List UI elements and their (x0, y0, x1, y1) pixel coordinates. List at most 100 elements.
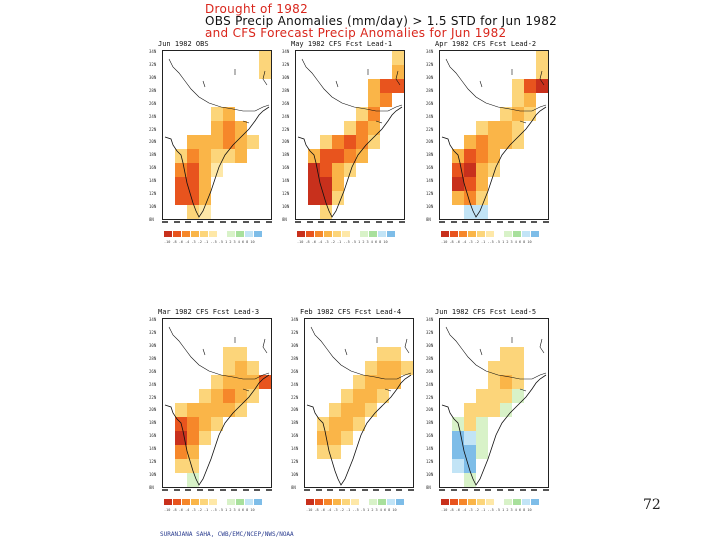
colorbar-swatch (342, 231, 350, 237)
anomaly-cell (476, 389, 488, 403)
lat-tick-label: 16N (291, 433, 299, 439)
colorbar-swatch (218, 231, 226, 237)
lon-tick-mark (306, 221, 313, 223)
lat-tick-label: 24N (426, 113, 434, 119)
anomaly-cell (452, 445, 464, 459)
anomaly-cell (341, 389, 353, 403)
lat-tick-label: 24N (282, 113, 290, 119)
colorbar-swatch (306, 499, 314, 505)
colorbar-swatch (513, 231, 521, 237)
colorbar-swatch (200, 499, 208, 505)
coastline (164, 374, 270, 486)
lat-tick-label: 12N (149, 459, 157, 465)
lon-tick-mark (531, 221, 537, 223)
lon-tick-mark (162, 489, 168, 491)
anomaly-cell (488, 389, 500, 403)
lat-tick-label: 18N (426, 152, 434, 158)
lat-tick-label: 8N (291, 485, 296, 490)
anomaly-cell (512, 79, 524, 93)
colorbar-swatch (209, 499, 217, 505)
lon-tick-mark (173, 221, 180, 223)
anomaly-cell (235, 375, 247, 389)
lon-tick-mark (219, 489, 226, 491)
lon-tick-mark (508, 221, 514, 223)
anomaly-cell (175, 445, 187, 459)
colorbar-swatch (191, 499, 199, 505)
anomaly-cell (199, 177, 211, 191)
lon-tick-mark (295, 221, 301, 223)
coastline (441, 106, 547, 218)
panel-title: Mar 1982 CFS Fcst Lead-3 (158, 308, 260, 316)
panel-title: Jun 1982 CFS Fcst Lead-5 (435, 308, 537, 316)
anomaly-cell (235, 403, 247, 417)
anomaly-cell (211, 121, 223, 135)
anomaly-cell (329, 431, 341, 445)
lon-tick-mark (185, 489, 191, 491)
colorbar-swatch (254, 231, 262, 237)
anomaly-cell (187, 417, 199, 431)
lat-tick-label: 14N (149, 178, 157, 184)
anomaly-cell (377, 347, 389, 361)
lat-tick-label: 26N (291, 368, 299, 374)
anomaly-cell (344, 149, 356, 163)
lat-tick-label: 8N (149, 217, 154, 222)
lon-ticks (304, 489, 414, 494)
colorbar-swatch (351, 231, 359, 237)
anomaly-cell (199, 431, 211, 445)
lon-ticks (295, 221, 405, 226)
lat-tick-label: 30N (291, 342, 299, 348)
colorbar-ticks: -10 -8 -6 -4 -3 -2 -1 -.5 .5 1 2 3 4 6 8… (164, 508, 255, 512)
lat-tick-label: 18N (282, 152, 290, 158)
anomaly-cell (488, 163, 500, 177)
anomaly-cell (199, 163, 211, 177)
colorbar-swatch (477, 231, 485, 237)
colorbar-swatch (477, 499, 485, 505)
anomaly-cell (464, 417, 476, 431)
lat-tick-label: 30N (282, 74, 290, 80)
lon-tick-mark (265, 489, 272, 491)
anomaly-cell (536, 79, 548, 93)
lon-ticks (439, 489, 549, 494)
anomaly-cell (452, 191, 464, 205)
lat-tick-label: 10N (149, 204, 157, 210)
anomaly-cell (199, 389, 211, 403)
lon-tick-mark (242, 489, 249, 491)
colorbar-swatch (495, 231, 503, 237)
country-borders (168, 58, 270, 124)
lon-tick-mark (231, 221, 237, 223)
colorbar-swatch (513, 499, 521, 505)
panel-title: May 1982 CFS Fcst Lead-1 (291, 40, 393, 48)
colorbar-swatch (297, 231, 305, 237)
lat-tick-label: 18N (149, 420, 157, 426)
anomaly-cell (211, 389, 223, 403)
lon-tick-mark (439, 489, 445, 491)
anomaly-cell (223, 107, 235, 121)
colorbar-swatch (333, 231, 341, 237)
lat-tick-label: 34N (149, 49, 157, 54)
anomaly-cell (259, 51, 271, 65)
colorbar-swatch (441, 231, 449, 237)
map-panel-2: May 1982 CFS Fcst Lead-1 34N 32N 30N 28N 26N 2… (282, 40, 405, 270)
colorbar-swatch (306, 231, 314, 237)
lon-tick-mark (352, 221, 359, 223)
anomaly-cell (368, 121, 380, 135)
anomaly-cell (353, 389, 365, 403)
lat-tick-label: 30N (426, 342, 434, 348)
coastline (306, 374, 412, 486)
anomaly-cell (247, 135, 259, 149)
colorbar-swatch (324, 499, 332, 505)
lat-tick-label: 24N (149, 381, 157, 387)
lat-tick-label: 34N (426, 317, 434, 322)
lat-tick-label: 18N (426, 420, 434, 426)
lon-tick-mark (254, 221, 260, 223)
colorbar-swatch (351, 499, 359, 505)
lon-tick-mark (496, 221, 503, 223)
anomaly-cell (235, 149, 247, 163)
lat-tick-label: 16N (282, 165, 290, 171)
lat-tick-label: 12N (291, 459, 299, 465)
anomaly-cell (476, 445, 488, 459)
colorbar-ticks: -10 -8 -6 -4 -3 -2 -1 -.5 .5 1 2 3 4 6 8… (306, 508, 397, 512)
lon-tick-mark (485, 489, 491, 491)
country-borders (445, 326, 547, 392)
anomaly-cell (187, 459, 199, 473)
